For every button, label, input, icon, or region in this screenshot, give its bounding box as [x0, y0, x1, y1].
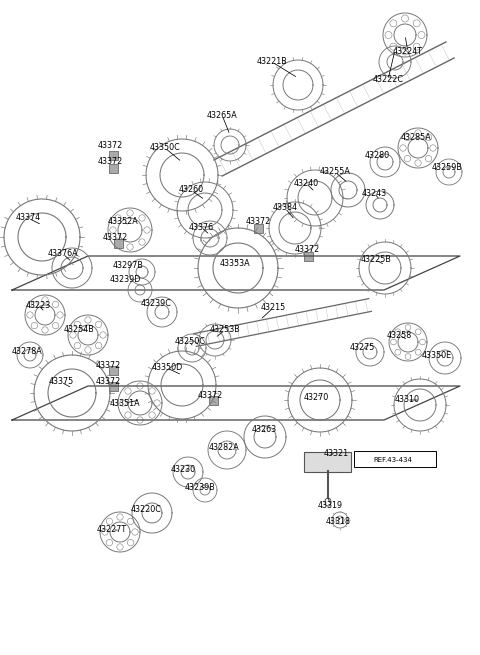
- Text: 43270: 43270: [303, 392, 329, 402]
- Text: 43372: 43372: [96, 377, 120, 386]
- Text: 43220C: 43220C: [131, 506, 161, 514]
- Text: 43351A: 43351A: [110, 398, 140, 407]
- Text: 43350D: 43350D: [151, 364, 182, 373]
- Text: 43280: 43280: [364, 151, 390, 160]
- Text: 43239D: 43239D: [109, 276, 141, 284]
- Text: 43239B: 43239B: [185, 483, 216, 491]
- Text: 43259B: 43259B: [432, 164, 462, 172]
- Text: 43384: 43384: [273, 204, 298, 212]
- FancyBboxPatch shape: [208, 396, 217, 405]
- Text: 43282A: 43282A: [209, 443, 240, 451]
- Text: 43258: 43258: [386, 331, 412, 339]
- Text: 43260: 43260: [179, 185, 204, 195]
- Text: 43372: 43372: [97, 141, 122, 149]
- Text: 43275: 43275: [349, 343, 375, 352]
- Text: 43310: 43310: [395, 396, 420, 405]
- Text: 43230: 43230: [170, 466, 195, 474]
- Text: 43350C: 43350C: [150, 143, 180, 153]
- Text: 43372: 43372: [97, 157, 122, 166]
- Text: 43297B: 43297B: [113, 261, 144, 269]
- Text: 43243: 43243: [361, 189, 386, 198]
- Text: 43215: 43215: [260, 303, 286, 312]
- Text: 43225B: 43225B: [360, 255, 391, 265]
- Text: 43319: 43319: [317, 500, 343, 510]
- Text: 43372: 43372: [96, 360, 120, 369]
- Text: 43285A: 43285A: [401, 134, 432, 143]
- Text: 43221B: 43221B: [257, 58, 288, 67]
- Text: 43372: 43372: [294, 246, 320, 255]
- Text: 43375: 43375: [48, 377, 73, 386]
- Text: 43376: 43376: [189, 223, 214, 231]
- Text: 43265A: 43265A: [206, 111, 238, 119]
- FancyBboxPatch shape: [304, 452, 351, 472]
- Text: REF.43-434: REF.43-434: [373, 457, 412, 463]
- Text: 43372: 43372: [245, 217, 271, 227]
- Text: 43321: 43321: [324, 449, 348, 457]
- Text: 43255A: 43255A: [320, 168, 350, 176]
- Text: 43318: 43318: [325, 517, 350, 527]
- Text: 43239C: 43239C: [141, 299, 171, 307]
- Text: 43352A: 43352A: [108, 217, 138, 227]
- Text: 43240: 43240: [293, 179, 319, 187]
- FancyBboxPatch shape: [108, 381, 118, 390]
- FancyBboxPatch shape: [113, 238, 122, 248]
- Text: 43278A: 43278A: [12, 348, 42, 356]
- Text: 43224T: 43224T: [393, 48, 423, 56]
- FancyBboxPatch shape: [253, 223, 263, 233]
- Text: 43350E: 43350E: [422, 350, 452, 360]
- Text: 43372: 43372: [102, 233, 128, 242]
- Text: 43372: 43372: [197, 390, 223, 400]
- Text: 43254B: 43254B: [64, 326, 95, 335]
- Text: 43374: 43374: [15, 214, 41, 223]
- Text: 43222C: 43222C: [372, 75, 404, 84]
- Text: 43250C: 43250C: [175, 337, 205, 346]
- Text: 43376A: 43376A: [48, 250, 78, 259]
- Text: 43223: 43223: [25, 301, 50, 310]
- Text: 43253B: 43253B: [210, 326, 240, 335]
- FancyBboxPatch shape: [108, 164, 118, 172]
- FancyBboxPatch shape: [303, 252, 312, 261]
- FancyBboxPatch shape: [108, 365, 118, 375]
- Text: 43353A: 43353A: [220, 259, 250, 269]
- Text: 43263: 43263: [252, 426, 276, 434]
- Text: 43227T: 43227T: [97, 525, 127, 534]
- FancyBboxPatch shape: [108, 151, 118, 160]
